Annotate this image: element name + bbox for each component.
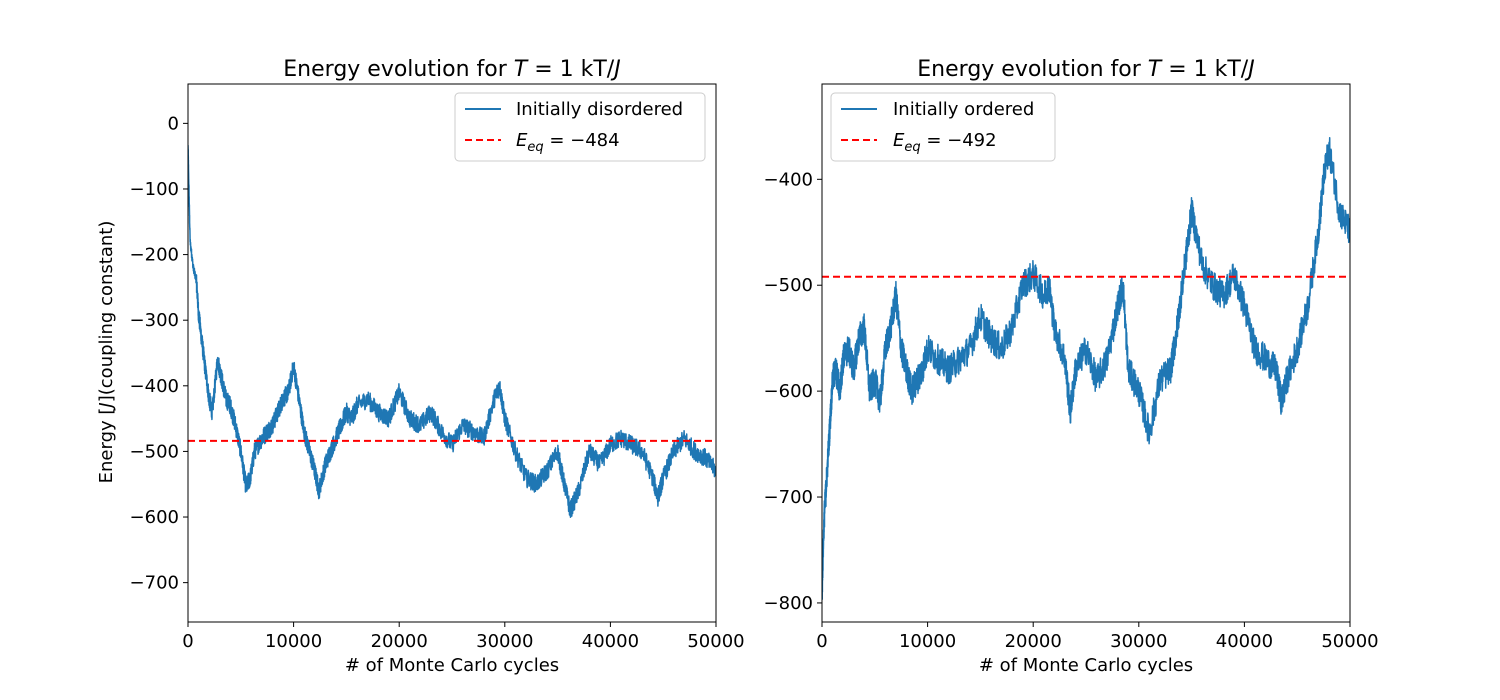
chart-left-plot-area: 0 10000 20000 30000 40000 50000 0 −100 −200 −300 −… [130,83,745,652]
chart-right-title: Energy evolution for T = 1 kT/J [917,57,1254,82]
legend-label-disordered: Initially disordered [516,99,683,120]
x-tick-label: 10000 [899,631,956,652]
chart-left: Energy evolution for T = 1 kT/J 0 10000 20… [96,57,745,676]
legend-label-eq: Eeq = −484 [516,130,620,155]
x-tick-label: 20000 [371,631,428,652]
axes-frame [187,83,717,623]
legend-label-ordered: Initially ordered [893,99,1034,120]
y-tick-label: −500 [130,441,179,462]
x-tick-label: 20000 [1005,631,1062,652]
y-tick-label: −700 [764,487,813,508]
series-line-initially-ordered [822,136,1350,601]
y-tick-label: −600 [764,381,813,402]
x-tick-label: 50000 [687,631,744,652]
y-tick-label: −500 [764,275,813,296]
y-tick-label: 0 [168,113,179,134]
y-tick-label: −400 [764,169,813,190]
chart-right-x-axis-label: # of Monte Carlo cycles [979,655,1193,676]
legend-label-eq: Eeq = −492 [893,130,997,155]
x-tick-label: 40000 [1216,631,1273,652]
chart-left-y-axis-label: Energy [J](coupling constant) [96,221,117,484]
y-tick-label: −400 [130,376,179,397]
chart-left-title: Energy evolution for T = 1 kT/J [283,57,620,82]
y-tick-label: −300 [130,310,179,331]
legend-box [830,92,1056,162]
series-line-initially-disordered [188,145,716,519]
x-tick-label: 40000 [582,631,639,652]
y-tick-label: −200 [130,245,179,266]
x-tick-label: 50000 [1321,631,1378,652]
y-tick-label: −700 [130,573,179,594]
y-tick-label: −100 [130,179,179,200]
chart-right-legend: Initially ordered Eeq = −492 [830,92,1056,162]
chart-right: Energy evolution for T = 1 kT/J 0 10000 20… [764,57,1379,676]
x-tick-label: 0 [816,631,827,652]
x-tick-label: 30000 [476,631,533,652]
chart-right-plot-area: 0 10000 20000 30000 40000 50000 −400 −500 −600 −7… [764,83,1379,652]
x-tick-label: 0 [182,631,193,652]
chart-left-legend: Initially disordered Eeq = −484 [454,92,706,162]
axes-frame [821,83,1351,623]
y-tick-label: −800 [764,593,813,614]
chart-left-x-axis-label: # of Monte Carlo cycles [345,655,559,676]
y-tick-label: −600 [130,507,179,528]
legend-box [454,92,706,162]
x-tick-label: 10000 [265,631,322,652]
x-tick-label: 30000 [1110,631,1167,652]
